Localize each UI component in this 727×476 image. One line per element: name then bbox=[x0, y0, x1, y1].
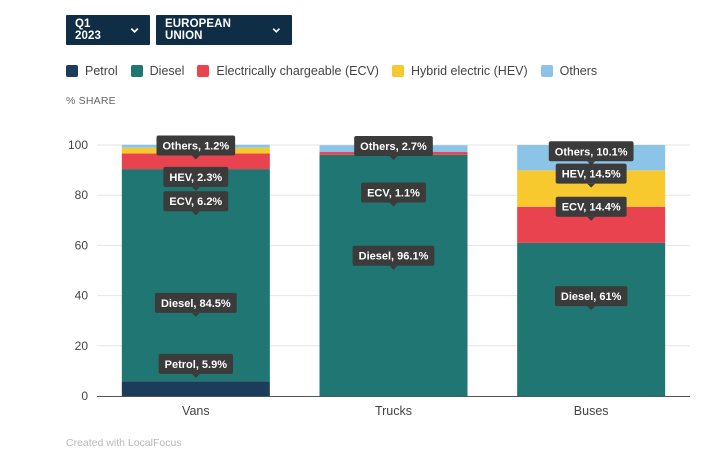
data-label: Others, 1.2% bbox=[163, 141, 230, 153]
legend-item-others[interactable]: Others bbox=[540, 64, 598, 78]
y-tick-label: 100 bbox=[68, 138, 88, 152]
footer-credit: Created with LocalFocus bbox=[66, 437, 182, 449]
data-label: Diesel, 84.5% bbox=[161, 298, 231, 310]
x-tick-label: Buses bbox=[574, 404, 609, 418]
data-label-pointer bbox=[587, 183, 596, 188]
data-label-box bbox=[555, 163, 627, 184]
legend-item-hev[interactable]: Hybrid electric (HEV) bbox=[391, 64, 528, 78]
chart-legend: Petrol Diesel Electrically chargeable (E… bbox=[66, 64, 610, 78]
data-label-pointer bbox=[191, 211, 200, 216]
chevron-down-icon bbox=[273, 28, 281, 33]
data-label-pointer bbox=[191, 155, 200, 160]
data-label: HEV, 14.5% bbox=[562, 169, 621, 181]
data-label-pointer bbox=[389, 156, 398, 161]
legend-label: Others bbox=[559, 64, 598, 78]
y-tick-label: 20 bbox=[75, 339, 89, 353]
data-label: Others, 2.7% bbox=[360, 141, 427, 153]
data-label: HEV, 2.3% bbox=[169, 172, 222, 184]
legend-swatch bbox=[66, 65, 78, 77]
legend-item-diesel[interactable]: Diesel bbox=[130, 64, 185, 78]
data-label: ECV, 6.2% bbox=[169, 196, 222, 208]
data-label-box bbox=[156, 135, 236, 156]
data-label: ECV, 1.1% bbox=[367, 187, 420, 199]
period-dropdown[interactable]: Q1 2023 bbox=[66, 15, 150, 45]
chevron-down-icon bbox=[130, 28, 139, 34]
legend-swatch bbox=[130, 65, 143, 77]
data-label-box bbox=[361, 182, 426, 203]
legend-item-ecv[interactable]: Electrically chargeable (ECV) bbox=[197, 64, 379, 78]
y-tick-label: 40 bbox=[75, 289, 89, 303]
data-label-pointer bbox=[191, 186, 200, 191]
data-label-pointer bbox=[389, 265, 398, 270]
legend-swatch bbox=[197, 65, 210, 77]
region-dropdown-label: EUROPEAN UNION bbox=[165, 18, 231, 42]
data-label-box bbox=[555, 196, 627, 217]
y-axis-title: % SHARE bbox=[66, 95, 116, 107]
data-label: Others, 10.1% bbox=[555, 146, 628, 158]
bar-segment[interactable] bbox=[121, 153, 270, 170]
period-dropdown-label: Q1 2023 bbox=[75, 18, 101, 42]
data-label-box bbox=[163, 191, 229, 212]
y-tick-label: 60 bbox=[75, 238, 89, 252]
data-label-pointer bbox=[191, 312, 200, 317]
region-dropdown[interactable]: EUROPEAN UNION bbox=[156, 15, 292, 45]
legend-label: Hybrid electric (HEV) bbox=[410, 64, 528, 78]
data-label-box bbox=[548, 141, 634, 162]
data-label-box bbox=[158, 353, 234, 374]
x-tick-label: Trucks bbox=[375, 404, 412, 418]
data-label: Diesel, 61% bbox=[561, 291, 622, 303]
legend-item-petrol[interactable]: Petrol bbox=[66, 64, 118, 78]
data-label: Petrol, 5.9% bbox=[165, 359, 228, 371]
legend-label: Petrol bbox=[85, 64, 118, 78]
data-label-box bbox=[354, 136, 433, 157]
data-label: ECV, 14.4% bbox=[562, 202, 621, 214]
legend-swatch bbox=[391, 65, 404, 77]
data-label-pointer bbox=[587, 161, 596, 166]
data-label-box bbox=[554, 286, 628, 307]
data-label-box bbox=[163, 166, 229, 187]
bar-segment[interactable] bbox=[121, 381, 270, 396]
data-label-pointer bbox=[389, 202, 398, 207]
data-label-pointer bbox=[191, 373, 200, 378]
data-label-box bbox=[352, 245, 435, 266]
x-tick-label: Vans bbox=[182, 404, 210, 418]
legend-label: Electrically chargeable (ECV) bbox=[216, 64, 379, 78]
data-label-pointer bbox=[587, 216, 596, 221]
bar-segment[interactable] bbox=[517, 242, 666, 396]
legend-swatch bbox=[540, 65, 553, 77]
y-tick-label: 80 bbox=[75, 188, 89, 202]
y-tick-label: 0 bbox=[81, 389, 88, 403]
data-label-box bbox=[154, 292, 237, 313]
data-label-pointer bbox=[587, 306, 596, 311]
legend-label: Diesel bbox=[149, 64, 185, 78]
data-label: Diesel, 96.1% bbox=[359, 251, 429, 263]
